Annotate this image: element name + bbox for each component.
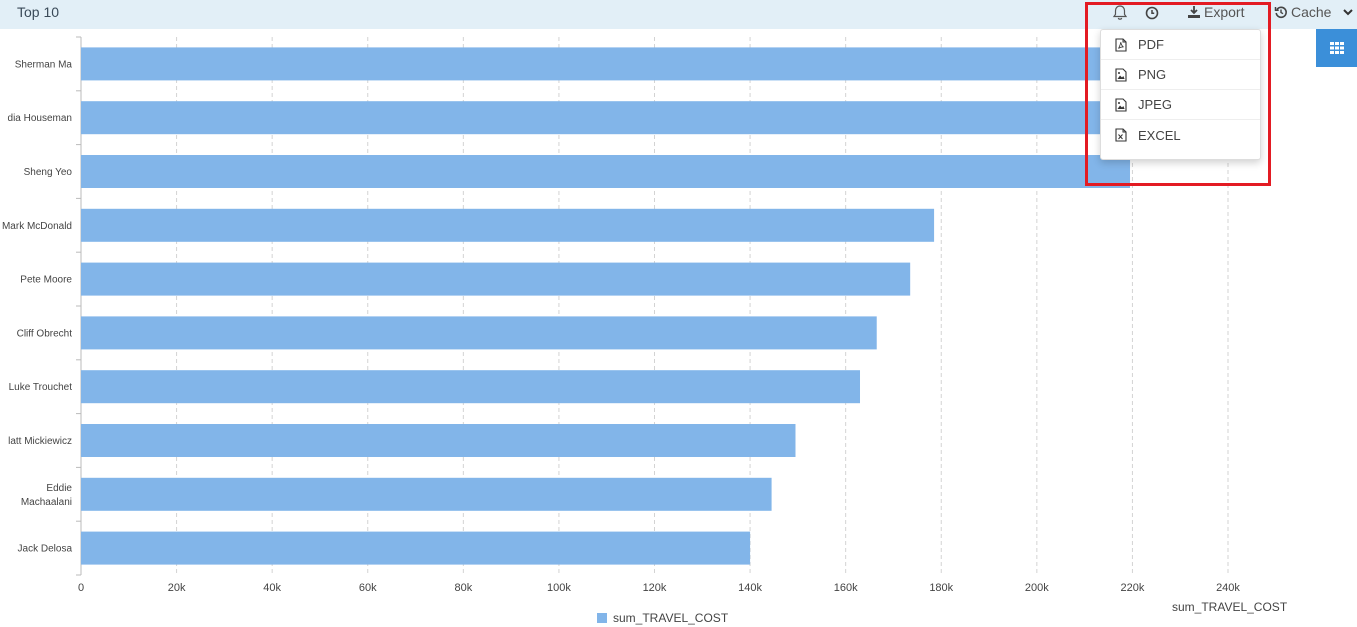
bar[interactable] xyxy=(81,208,935,242)
x-tick-label: 0 xyxy=(78,582,84,594)
x-tick-label: 180k xyxy=(929,582,953,594)
y-tick-label: Cliff Obrecht xyxy=(17,328,73,339)
export-jpeg-option[interactable]: JPEG xyxy=(1101,90,1260,120)
bar[interactable] xyxy=(81,316,877,350)
grid-icon xyxy=(1329,42,1344,54)
bar[interactable] xyxy=(81,262,911,296)
x-tick-label: 20k xyxy=(168,582,186,594)
legend-label: sum_TRAVEL_COST xyxy=(613,611,729,625)
bar[interactable] xyxy=(81,155,1131,188)
x-tick-label: 160k xyxy=(834,582,858,594)
bar[interactable] xyxy=(81,424,796,457)
x-axis-title: sum_TRAVEL_COST xyxy=(1172,600,1288,614)
image-file-icon xyxy=(1115,97,1127,112)
pdf-file-icon xyxy=(1115,37,1127,52)
export-pdf-option[interactable]: PDF xyxy=(1101,30,1260,60)
x-tick-label: 220k xyxy=(1120,582,1144,594)
image-file-icon xyxy=(1115,67,1127,82)
x-tick-label: 200k xyxy=(1025,582,1049,594)
x-tick-label: 240k xyxy=(1216,582,1240,594)
y-tick-label: Luke Trouchet xyxy=(9,382,73,393)
bell-icon[interactable] xyxy=(1111,4,1129,22)
panel-header: Top 10 Export Cache xyxy=(0,0,1357,29)
bar[interactable] xyxy=(81,47,1171,81)
y-tick-label: Machaalani xyxy=(21,497,72,508)
export-png-option[interactable]: PNG xyxy=(1101,60,1260,90)
chevron-down-icon[interactable] xyxy=(1342,6,1354,18)
chart-legend[interactable]: sum_TRAVEL_COST xyxy=(597,611,728,625)
export-jpeg-label: JPEG xyxy=(1138,97,1172,112)
history-icon xyxy=(1274,6,1287,19)
bar[interactable] xyxy=(81,101,1142,135)
cache-button[interactable]: Cache xyxy=(1274,4,1331,20)
bar[interactable] xyxy=(81,477,772,511)
y-tick-label: dia Houseman xyxy=(8,113,72,124)
grid-view-button[interactable] xyxy=(1316,29,1357,67)
legend-swatch xyxy=(597,613,607,623)
export-button[interactable]: Export xyxy=(1187,4,1244,20)
x-tick-label: 140k xyxy=(738,582,762,594)
y-tick-label: Mark McDonald xyxy=(2,221,72,232)
bar[interactable] xyxy=(81,370,861,404)
y-tick-label: Sheng Yeo xyxy=(24,167,73,178)
x-tick-label: 120k xyxy=(643,582,667,594)
x-tick-label: 100k xyxy=(547,582,571,594)
export-png-label: PNG xyxy=(1138,67,1167,82)
y-tick-label: latt Mickiewicz xyxy=(8,436,72,447)
export-dropdown-menu: PDF PNG JPEG EXCEL xyxy=(1100,29,1261,160)
x-tick-label: 60k xyxy=(359,582,377,594)
export-excel-label: EXCEL xyxy=(1138,127,1181,143)
y-tick-label: Jack Delosa xyxy=(18,544,73,555)
bar-chart: Sherman Ma dia Houseman Sheng Yeo Mark McDo… xyxy=(2,36,1240,594)
export-pdf-label: PDF xyxy=(1138,37,1164,52)
export-label: Export xyxy=(1204,4,1245,20)
y-tick-label: Pete Moore xyxy=(20,275,72,286)
x-tick-label: 40k xyxy=(263,582,281,594)
bar[interactable] xyxy=(81,531,751,565)
export-excel-option[interactable]: EXCEL xyxy=(1101,120,1260,150)
panel-title: Top 10 xyxy=(17,4,60,20)
cache-label: Cache xyxy=(1291,4,1332,20)
y-tick-label: Eddie xyxy=(46,483,72,494)
x-tick-label: 80k xyxy=(454,582,472,594)
y-tick-label: Sherman Ma xyxy=(15,59,73,70)
excel-file-icon xyxy=(1115,128,1127,142)
download-icon xyxy=(1188,6,1200,18)
clock-icon[interactable] xyxy=(1144,4,1160,22)
